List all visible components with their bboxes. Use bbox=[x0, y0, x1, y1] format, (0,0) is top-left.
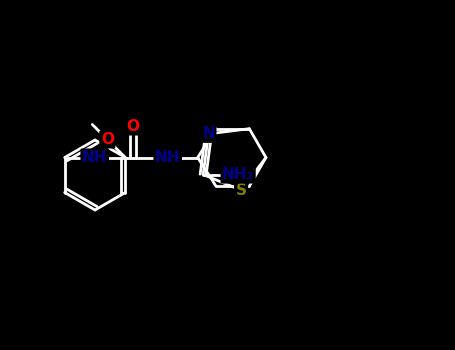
Text: N: N bbox=[202, 126, 215, 141]
Text: NH: NH bbox=[82, 150, 107, 165]
Text: O: O bbox=[101, 132, 114, 147]
Text: O: O bbox=[126, 119, 139, 134]
Text: NH: NH bbox=[155, 150, 181, 165]
Text: NH₂: NH₂ bbox=[222, 167, 254, 182]
Text: S: S bbox=[236, 183, 247, 198]
